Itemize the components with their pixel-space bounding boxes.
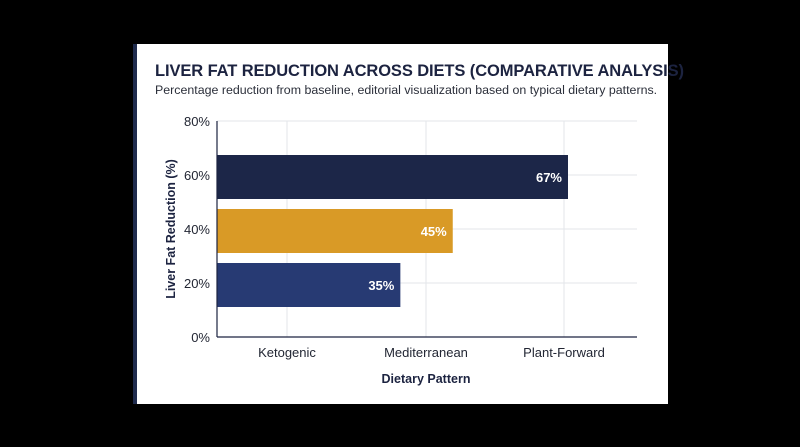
x-tick-label: Plant-Forward — [523, 345, 605, 360]
x-axis-title: Dietary Pattern — [382, 372, 471, 386]
y-tick-label: 60% — [184, 168, 210, 183]
x-tick-label: Ketogenic — [258, 345, 316, 360]
y-tick-label: 20% — [184, 276, 210, 291]
x-tick-label: Mediterranean — [384, 345, 468, 360]
y-tick-label: 0% — [191, 330, 210, 345]
chart-title: LIVER FAT REDUCTION ACROSS DIETS (COMPAR… — [155, 62, 684, 80]
bar-data-label: 35% — [368, 278, 394, 293]
bar-data-label: 45% — [421, 224, 447, 239]
bar-data-label: 67% — [536, 170, 562, 185]
bar — [217, 263, 401, 307]
y-tick-label: 80% — [184, 114, 210, 129]
y-tick-label: 40% — [184, 222, 210, 237]
card-accent-edge — [133, 44, 137, 404]
y-axis-title: Liver Fat Reduction (%) — [164, 159, 178, 299]
chart-subtitle: Percentage reduction from baseline, edit… — [155, 83, 658, 97]
bar — [217, 155, 568, 199]
bar — [217, 209, 453, 253]
